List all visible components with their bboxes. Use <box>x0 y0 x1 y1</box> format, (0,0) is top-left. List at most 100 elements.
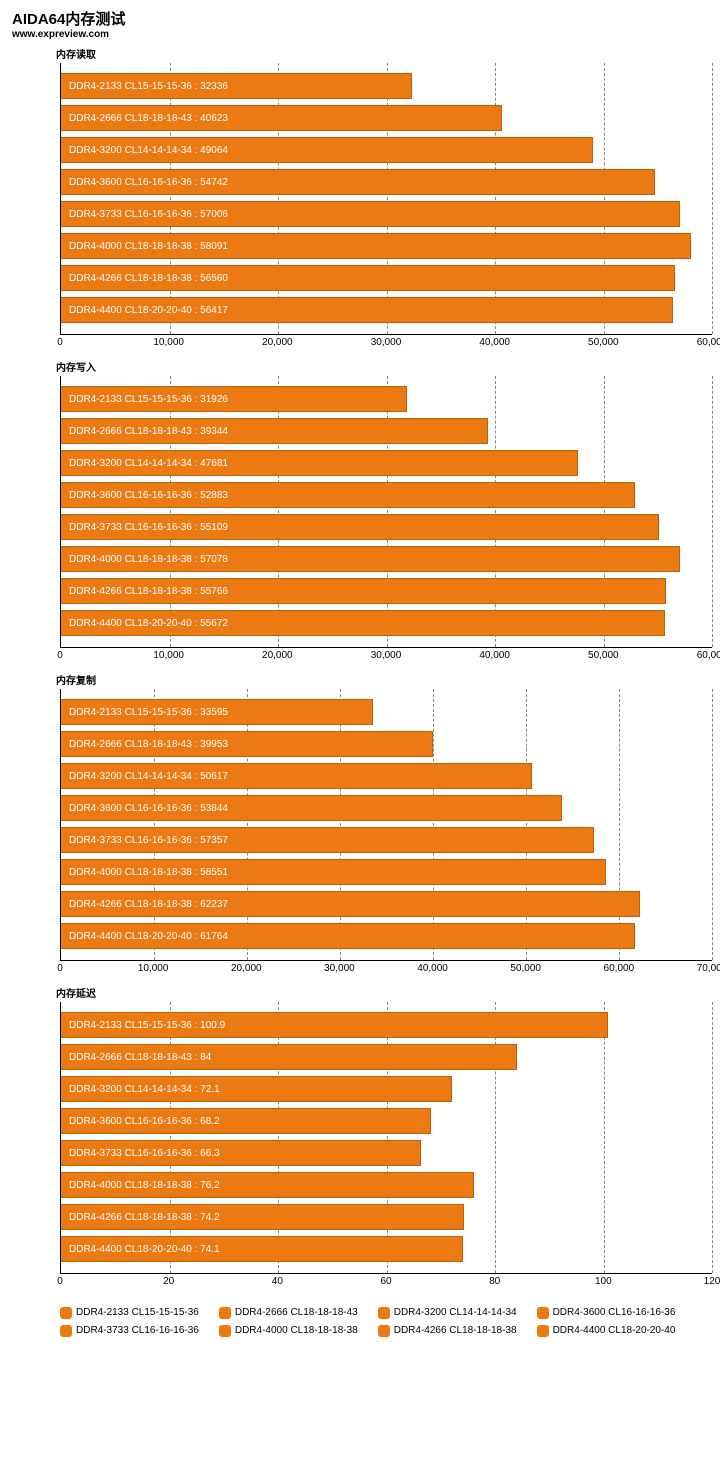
bar-row: DDR4-2666 CL18-18-18-43 : 39953 <box>61 731 712 757</box>
bar-row: DDR4-4266 CL18-18-18-38 : 74.2 <box>61 1204 712 1230</box>
bar-row: DDR4-3600 CL16-16-16-36 : 52883 <box>61 482 712 508</box>
plot-area: DDR4-2133 CL15-15-15-36 : 31926 DDR4-2666… <box>60 376 712 648</box>
bar-row: DDR4-4400 CL18-20-20-40 : 74.1 <box>61 1236 712 1262</box>
grid-line <box>170 376 171 647</box>
legend-swatch <box>219 1325 231 1337</box>
axis-tick: 40,000 <box>417 963 448 974</box>
bar: DDR4-3600 CL16-16-16-36 : 52883 <box>61 482 635 508</box>
chart-panel: 内存写入DDR4-2133 CL15-15-15-36 : 31926DDR4-… <box>8 359 712 668</box>
legend-item: DDR4-3200 CL14-14-14-34 <box>378 1304 517 1322</box>
x-axis: 010,00020,00030,00040,00050,00060,000 <box>60 335 712 355</box>
bar-label: DDR4-2666 CL18-18-18-43 : 40623 <box>69 113 228 124</box>
legend-item: DDR4-3600 CL16-16-16-36 <box>537 1304 676 1322</box>
bar-label: DDR4-4266 CL18-18-18-38 : 62237 <box>69 899 228 910</box>
bar-row: DDR4-3733 CL16-16-16-36 : 57006 <box>61 201 712 227</box>
bar: DDR4-4266 CL18-18-18-38 : 55766 <box>61 578 666 604</box>
bar-label: DDR4-3733 CL16-16-16-36 : 57357 <box>69 835 228 846</box>
axis-tick: 50,000 <box>588 337 619 348</box>
legend-swatch <box>378 1325 390 1337</box>
axis-tick: 20 <box>163 1276 174 1287</box>
axis-tick: 60 <box>380 1276 391 1287</box>
bar-label: DDR4-3600 CL16-16-16-36 : 53844 <box>69 803 228 814</box>
bar-label: DDR4-2133 CL15-15-15-36 : 100.9 <box>69 1020 225 1031</box>
bar-label: DDR4-2133 CL15-15-15-36 : 31926 <box>69 394 228 405</box>
bar: DDR4-2133 CL15-15-15-36 : 32336 <box>61 73 412 99</box>
axis-tick: 120 <box>704 1276 720 1287</box>
bar-row: DDR4-4400 CL18-20-20-40 : 56417 <box>61 297 712 323</box>
bar: DDR4-3733 CL16-16-16-36 : 57357 <box>61 827 594 853</box>
grid-line <box>340 689 341 960</box>
axis-tick: 0 <box>57 1276 63 1287</box>
grid-line <box>387 376 388 647</box>
bar-row: DDR4-3733 CL16-16-16-36 : 55109 <box>61 514 712 540</box>
axis-tick: 60,000 <box>604 963 635 974</box>
bar-row: DDR4-3200 CL14-14-14-34 : 49064 <box>61 137 712 163</box>
grid-line <box>712 63 713 334</box>
bar-label: DDR4-2666 CL18-18-18-43 : 39344 <box>69 426 228 437</box>
bar: DDR4-3200 CL14-14-14-34 : 50617 <box>61 763 532 789</box>
axis-tick: 50,000 <box>510 963 541 974</box>
grid-line <box>387 1002 388 1273</box>
bar: DDR4-4400 CL18-20-20-40 : 55672 <box>61 610 665 636</box>
bar: DDR4-3733 CL16-16-16-36 : 57006 <box>61 201 680 227</box>
bar-row: DDR4-4400 CL18-20-20-40 : 55672 <box>61 610 712 636</box>
bar-label: DDR4-4400 CL18-20-20-40 : 56417 <box>69 305 228 316</box>
legend-swatch <box>60 1307 72 1319</box>
axis-tick: 20,000 <box>231 963 262 974</box>
panel-title: 内存复制 <box>56 672 712 687</box>
grid-line <box>604 376 605 647</box>
legend: DDR4-2133 CL15-15-15-36DDR4-2666 CL18-18… <box>8 1298 712 1344</box>
bar: DDR4-2666 CL18-18-18-43 : 84 <box>61 1044 517 1070</box>
bar-row: DDR4-4266 CL18-18-18-38 : 62237 <box>61 891 712 917</box>
axis-tick: 30,000 <box>324 963 355 974</box>
legend-item: DDR4-3733 CL16-16-16-36 <box>60 1322 199 1340</box>
legend-label: DDR4-3733 CL16-16-16-36 <box>76 1322 199 1340</box>
bar: DDR4-4266 CL18-18-18-38 : 74.2 <box>61 1204 464 1230</box>
axis-tick: 50,000 <box>588 650 619 661</box>
bar-label: DDR4-4000 CL18-18-18-38 : 76.2 <box>69 1180 220 1191</box>
axis-tick: 60,000 <box>697 650 720 661</box>
bar: DDR4-4000 CL18-18-18-38 : 58551 <box>61 859 606 885</box>
legend-label: DDR4-3600 CL16-16-16-36 <box>553 1304 676 1322</box>
bar: DDR4-4400 CL18-20-20-40 : 61764 <box>61 923 635 949</box>
bar-row: DDR4-4400 CL18-20-20-40 : 61764 <box>61 923 712 949</box>
grid-line <box>278 63 279 334</box>
bar: DDR4-4266 CL18-18-18-38 : 56560 <box>61 265 675 291</box>
axis-tick: 30,000 <box>371 650 402 661</box>
axis-tick: 80 <box>489 1276 500 1287</box>
chart-panel: 内存读取DDR4-2133 CL15-15-15-36 : 32336DDR4-… <box>8 46 712 355</box>
bar-label: DDR4-4266 CL18-18-18-38 : 56560 <box>69 273 228 284</box>
chart-panel: 内存延迟DDR4-2133 CL15-15-15-36 : 100.9DDR4-… <box>8 985 712 1294</box>
bar-row: DDR4-4000 CL18-18-18-38 : 58551 <box>61 859 712 885</box>
axis-tick: 30,000 <box>371 337 402 348</box>
plot-area: DDR4-2133 CL15-15-15-36 : 32336 DDR4-2666… <box>60 63 712 335</box>
legend-label: DDR4-2666 CL18-18-18-43 <box>235 1304 358 1322</box>
bar: DDR4-4400 CL18-20-20-40 : 56417 <box>61 297 673 323</box>
axis-tick: 70,000 <box>697 963 720 974</box>
grid-line <box>495 63 496 334</box>
bar-label: DDR4-3600 CL16-16-16-36 : 54742 <box>69 177 228 188</box>
grid-line <box>495 376 496 647</box>
bar-label: DDR4-3733 CL16-16-16-36 : 55109 <box>69 522 228 533</box>
legend-item: DDR4-4000 CL18-18-18-38 <box>219 1322 358 1340</box>
grid-line <box>170 63 171 334</box>
bar-label: DDR4-2666 CL18-18-18-43 : 84 <box>69 1052 211 1063</box>
bar: DDR4-2666 CL18-18-18-43 : 39953 <box>61 731 433 757</box>
bar-label: DDR4-4000 CL18-18-18-38 : 58091 <box>69 241 228 252</box>
bar: DDR4-3733 CL16-16-16-36 : 55109 <box>61 514 659 540</box>
bar-label: DDR4-4266 CL18-18-18-38 : 55766 <box>69 586 228 597</box>
bar-row: DDR4-3600 CL16-16-16-36 : 68.2 <box>61 1108 712 1134</box>
axis-tick: 20,000 <box>262 337 293 348</box>
grid-line <box>387 63 388 334</box>
panel-title: 内存读取 <box>56 46 712 61</box>
grid-line <box>154 689 155 960</box>
grid-line <box>433 689 434 960</box>
plot-area: DDR4-2133 CL15-15-15-36 : 100.9 DDR4-2666… <box>60 1002 712 1274</box>
legend-item: DDR4-2666 CL18-18-18-43 <box>219 1304 358 1322</box>
bar: DDR4-4000 CL18-18-18-38 : 58091 <box>61 233 691 259</box>
grid-line <box>247 689 248 960</box>
page-subtitle: www.expreview.com <box>8 29 712 40</box>
axis-tick: 20,000 <box>262 650 293 661</box>
bar-row: DDR4-2133 CL15-15-15-36 : 31926 <box>61 386 712 412</box>
grid-line <box>619 689 620 960</box>
